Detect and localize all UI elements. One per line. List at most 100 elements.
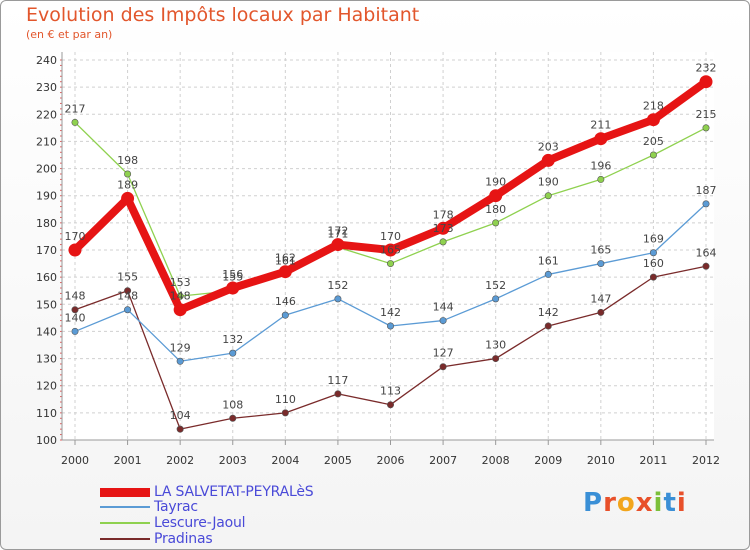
data-point	[597, 308, 605, 316]
data-label: 178	[433, 208, 454, 221]
legend-swatch	[100, 487, 150, 497]
chart-title: Evolution des Impôts locaux par Habitant	[26, 4, 420, 26]
data-label: 217	[65, 102, 86, 115]
data-point	[492, 355, 500, 363]
data-label: 147	[590, 292, 611, 305]
y-tick-label: 110	[36, 407, 57, 420]
data-point	[386, 322, 394, 330]
data-label: 148	[65, 290, 86, 303]
data-label: 130	[485, 339, 506, 352]
data-point	[281, 311, 289, 319]
legend-swatch	[100, 538, 150, 540]
logo-letter: o	[616, 488, 636, 518]
data-label: 148	[170, 290, 191, 303]
data-label: 211	[590, 119, 611, 132]
data-point	[386, 401, 394, 409]
x-tick-label: 2006	[377, 454, 405, 467]
x-tick-label: 2007	[429, 454, 457, 467]
logo-letter: r	[603, 488, 617, 518]
data-point	[71, 118, 79, 126]
y-tick-label: 140	[36, 325, 57, 338]
data-point	[544, 270, 552, 278]
x-tick-label: 2011	[639, 454, 667, 467]
data-point	[439, 363, 447, 371]
legend-swatch	[100, 522, 150, 524]
data-point	[331, 238, 345, 252]
legend-label: LA SALVETAT-PEYRALèS	[154, 484, 314, 500]
data-label: 146	[275, 295, 296, 308]
data-label: 170	[65, 230, 86, 243]
data-point	[71, 327, 79, 335]
data-label: 140	[65, 311, 86, 324]
data-point	[492, 295, 500, 303]
data-point	[226, 281, 240, 295]
data-label: 155	[117, 271, 138, 284]
data-label: 162	[275, 252, 296, 265]
data-point	[439, 317, 447, 325]
data-point	[124, 306, 132, 314]
data-point	[173, 303, 187, 317]
data-label: 142	[380, 306, 401, 319]
data-label: 205	[643, 135, 664, 148]
data-point	[597, 175, 605, 183]
x-tick-label: 2009	[534, 454, 562, 467]
x-tick-label: 2001	[114, 454, 142, 467]
data-point	[229, 414, 237, 422]
data-label: 127	[433, 347, 454, 360]
data-label: 165	[590, 244, 611, 257]
y-tick-label: 180	[36, 217, 57, 230]
data-label: 190	[538, 176, 559, 189]
y-tick-label: 210	[36, 135, 57, 148]
data-label: 198	[117, 154, 138, 167]
data-point	[597, 260, 605, 268]
data-point	[702, 262, 710, 270]
y-tick-label: 190	[36, 190, 57, 203]
data-label: 117	[327, 374, 348, 387]
logo-letter: i	[653, 488, 664, 518]
legend-label: Lescure-Jaoul	[154, 515, 246, 531]
data-label: 155	[222, 271, 243, 284]
data-label: 113	[380, 385, 401, 398]
data-label: 171	[327, 227, 348, 240]
legend-item: LA SALVETAT-PEYRALèS	[100, 484, 314, 500]
data-label: 196	[590, 159, 611, 172]
data-label: 169	[643, 233, 664, 246]
data-point	[544, 192, 552, 200]
data-point	[71, 306, 79, 314]
data-point	[489, 189, 503, 203]
data-label: 165	[380, 244, 401, 257]
data-point	[649, 249, 657, 257]
data-label: 104	[170, 409, 191, 422]
data-label: 180	[485, 203, 506, 216]
proxiti-logo: Proxiti	[583, 488, 687, 518]
data-point	[176, 357, 184, 365]
y-tick-label: 170	[36, 244, 57, 257]
data-label: 160	[643, 257, 664, 270]
data-point	[229, 349, 237, 357]
data-point	[121, 191, 135, 205]
logo-letter: P	[583, 488, 604, 518]
data-point	[439, 238, 447, 246]
data-point	[334, 295, 342, 303]
data-label: 187	[696, 184, 717, 197]
data-point	[594, 132, 608, 146]
data-point	[702, 200, 710, 208]
legend-swatch	[100, 506, 150, 508]
data-point	[646, 113, 660, 127]
data-label: 189	[117, 178, 138, 191]
data-point	[281, 409, 289, 417]
data-point	[124, 170, 132, 178]
data-label: 132	[222, 333, 243, 346]
logo-letter: i	[676, 488, 687, 518]
y-tick-label: 150	[36, 298, 57, 311]
data-point	[176, 425, 184, 433]
data-point	[68, 243, 82, 257]
data-point	[124, 287, 132, 295]
legend-label: Tayrac	[154, 499, 198, 515]
data-label: 156	[222, 268, 243, 281]
data-point	[386, 260, 394, 268]
data-point	[436, 221, 450, 235]
data-point	[702, 124, 710, 132]
data-point	[278, 265, 292, 279]
data-label: 129	[170, 341, 191, 354]
